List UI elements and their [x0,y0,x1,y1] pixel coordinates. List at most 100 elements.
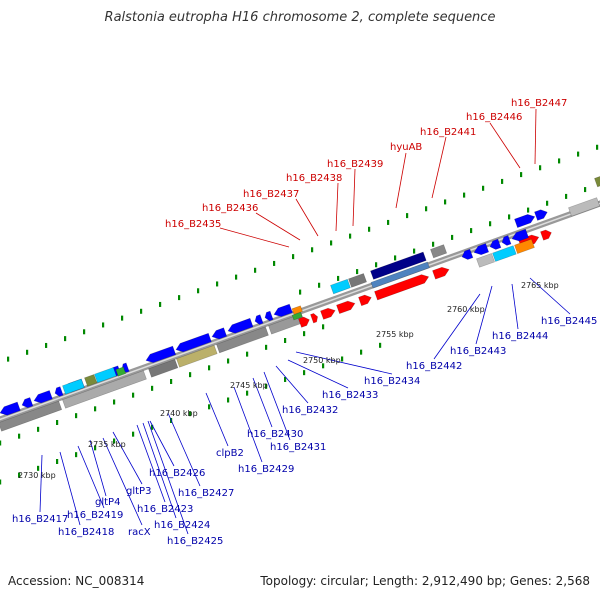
rna-left-a[interactable] [62,378,85,395]
label-h16_B2441: h16_B2441 [420,127,476,138]
leader-h16_B2425 [147,420,189,535]
gene-gray-mid-a[interactable] [348,273,367,288]
track-dot [584,187,587,193]
cds-fwd-0[interactable] [298,315,310,328]
cds-fwd-2[interactable] [320,306,336,320]
track-dot [45,342,48,348]
leader-h16_B2436 [255,212,301,241]
gene-gray-right-b[interactable] [568,197,600,217]
leader-h16_B2447 [534,108,537,165]
gene-orange-b[interactable] [514,238,535,255]
label-h16_B2437: h16_B2437 [243,189,299,200]
gene-navy[interactable] [370,251,427,280]
gene-gray-mid-b[interactable] [430,244,448,259]
cds-reverse-9[interactable] [210,327,228,341]
gene-orange-a[interactable] [291,305,303,315]
cds-reverse-right-4[interactable] [510,228,529,243]
track-dot [470,228,473,234]
cds-reverse-right-2[interactable] [488,238,502,251]
cds-reverse-0[interactable] [0,401,21,417]
cds-reverse-2-shape [33,390,53,404]
gene-gray-mid-b-shape [430,244,448,259]
track-dot [0,479,2,485]
leader-h16_B2433 [287,359,349,389]
gene-gray-band-c[interactable] [148,358,179,378]
gene-steel[interactable] [370,261,430,289]
cds-fwd-5[interactable] [374,273,430,301]
cds-fwd-6[interactable] [432,265,450,280]
track-dot [178,295,181,301]
cds-reverse-2[interactable] [32,390,53,405]
label-h16_B2432: h16_B2432 [282,405,338,416]
tick-label-2730-kbp: 2730 kbp [18,471,56,480]
track-dot [596,144,599,150]
cds-fwd-3[interactable] [336,299,356,315]
cds-fwd-8[interactable] [540,228,552,241]
cds-rev-up-0[interactable] [514,212,536,229]
leader-h16_B2418 [59,451,81,526]
cds-reverse-3[interactable] [53,386,64,398]
track-dot [254,267,257,273]
gene-olive-b[interactable] [594,173,600,188]
label-h16_B2436: h16_B2436 [202,203,258,214]
cds-reverse-12[interactable] [263,310,274,322]
track-dot [349,233,352,239]
leader-h16_B2417 [39,454,43,513]
cds-reverse-10[interactable] [226,317,254,335]
track-dot [56,458,59,464]
cds-reverse-right-0[interactable] [460,248,474,261]
gene-features[interactable] [0,173,600,432]
track-dot [406,213,409,219]
label-h16_B2426: h16_B2426 [149,468,205,479]
track-dot [299,289,302,295]
track-dot [132,431,135,437]
track-dot [208,404,211,410]
gene-olive-band[interactable] [176,344,218,368]
tick-label-2735-kbp: 2735 kbp [88,440,126,449]
gene-gray-band-a[interactable] [0,400,63,432]
track-dot [318,282,321,288]
track-dot [520,172,523,178]
track-dot [303,331,306,337]
label-h16_B2433: h16_B2433 [322,390,378,401]
rna-right[interactable] [492,245,517,262]
gene-gray-right-a[interactable] [476,253,495,268]
gene-green-a[interactable] [115,366,127,377]
label-h16_B2418: h16_B2418 [58,527,114,538]
gene-gray-band-b-shape [62,370,147,409]
rna-mid[interactable] [330,278,351,295]
cds-reverse-1[interactable] [20,397,34,409]
gene-green-b[interactable] [291,311,303,321]
leader-h16_B2444 [511,283,519,330]
gene-gray-band-b[interactable] [62,370,147,409]
tick-label-2750-kbp: 2750 kbp [303,356,341,365]
track-dot [18,433,21,439]
gene-orange-b-shape [514,238,535,255]
rna-left-b[interactable] [94,367,117,384]
cds-reverse-7[interactable] [144,345,177,365]
gene-gray-mid-a-shape [348,273,367,288]
cds-reverse-right-1[interactable] [472,243,490,257]
tick-label-2765-kbp: 2765 kbp [521,281,559,290]
label-hyuAB: hyuAB [390,142,422,153]
track-dot [413,248,416,254]
track-dot [463,192,466,198]
track-dot [246,351,249,357]
cds-reverse-right-3[interactable] [500,235,512,246]
cds-reverse-8[interactable] [174,332,212,354]
cds-reverse-13[interactable] [272,303,293,319]
gene-gray-band-c-shape [148,358,179,378]
track-dot [387,219,390,225]
cds-reverse-11[interactable] [253,314,264,326]
label-h16_B2427: h16_B2427 [178,488,234,499]
leader-h16_B2434 [295,351,393,375]
track-dot [265,344,268,350]
track-dot [56,419,59,425]
gene-gray-band-d[interactable] [216,326,269,354]
cds-reverse-0-shape [0,401,21,416]
cds-fwd-4[interactable] [358,293,372,307]
cds-fwd-1[interactable] [310,313,319,324]
rna-left-a-shape [62,378,85,395]
cds-rev-up-1[interactable] [534,208,548,221]
gene-olive-a[interactable] [84,374,98,387]
